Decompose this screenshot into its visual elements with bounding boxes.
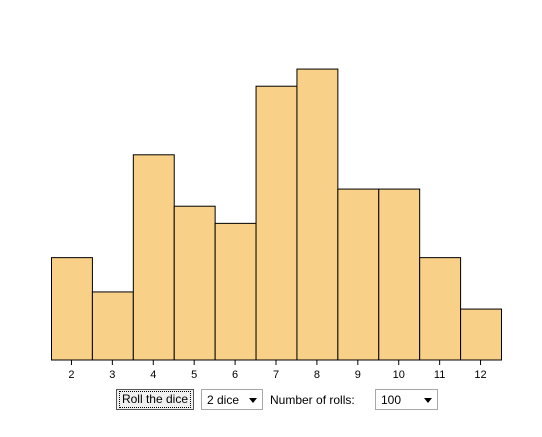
bar-5 [173,205,216,361]
histogram-chart: 2 3 4 5 6 7 8 9 10 11 12 [51,68,502,381]
x-tick-label-2: 2 [68,369,74,381]
number-of-rolls-select[interactable]: 100 [375,389,438,410]
x-tick-label-5: 5 [191,369,197,381]
x-tick-label-11: 11 [434,369,445,381]
rolls-label: Number of rolls: [270,393,355,407]
chevron-down-icon [249,398,257,403]
x-tick-label-8: 8 [314,369,320,381]
rolls-value: 100 [381,393,402,407]
x-tick-label-10: 10 [393,369,405,381]
histogram-bars [51,68,502,361]
bar-9 [337,188,380,361]
x-tick-label-6: 6 [232,369,238,381]
dice-count-value: 2 dice [207,393,240,407]
bar-11 [419,257,462,361]
controls-bar: Roll the dice 2 dice Number of rolls: 10… [0,388,542,414]
dice-count-select[interactable]: 2 dice [201,389,263,410]
chevron-down-icon [424,398,432,403]
x-axis-ticks: 2 3 4 5 6 7 8 9 10 11 12 [68,360,487,381]
bar-12 [460,308,502,361]
bar-6 [214,222,257,361]
x-tick-label-4: 4 [150,369,156,381]
roll-button-label: Roll the dice [118,391,192,408]
roll-the-dice-button[interactable]: Roll the dice [116,389,194,410]
bar-10 [378,188,421,361]
x-tick-label-7: 7 [273,369,279,381]
x-tick-label-9: 9 [355,369,361,381]
bar-3 [91,291,134,361]
x-tick-label-12: 12 [474,369,486,381]
bar-8 [296,68,339,361]
bar-7 [255,85,298,361]
bar-2 [51,257,93,361]
x-tick-label-3: 3 [109,369,115,381]
bar-4 [132,154,175,361]
